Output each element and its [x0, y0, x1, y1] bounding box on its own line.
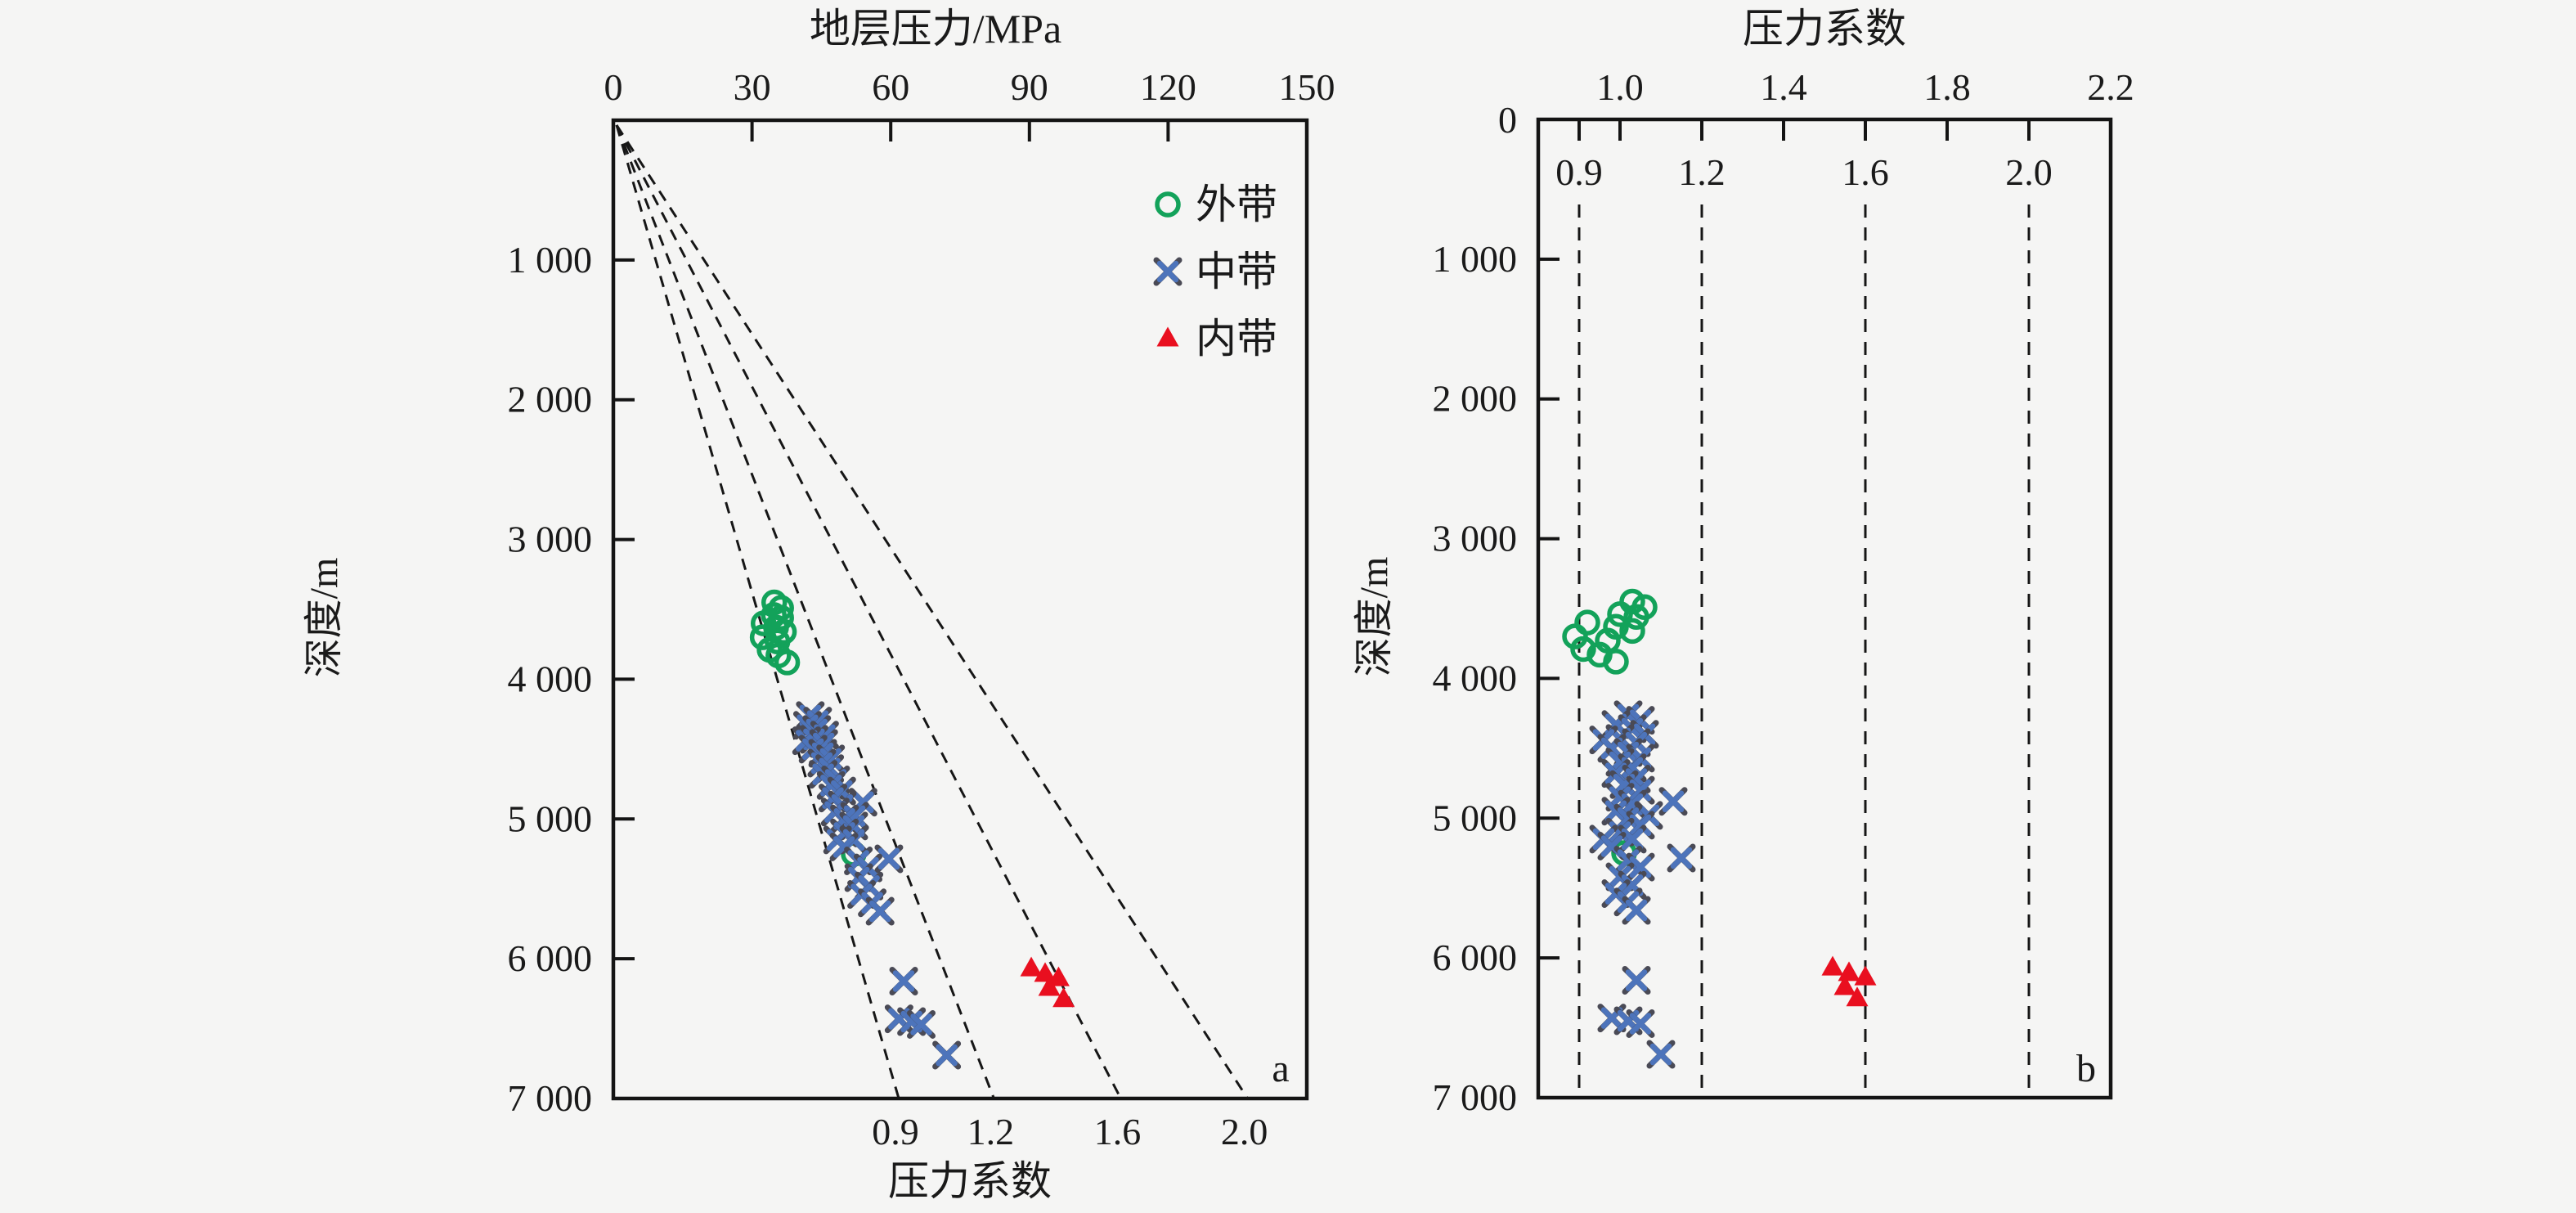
top-tick-label: 1.4 — [1760, 66, 1807, 108]
middle-belt-point — [868, 900, 891, 923]
outer-belt-point — [1603, 649, 1629, 675]
middle-belt-point — [1625, 899, 1648, 922]
top-tick-label: 120 — [1140, 66, 1196, 108]
middle-belt-point — [1625, 969, 1648, 991]
y-tick-label: 1 000 — [508, 239, 593, 281]
panel-a-series-inner — [1020, 956, 1075, 1008]
outer-belt-point — [1607, 601, 1633, 627]
panel-b: 压力系数 1.0 1.4 1.8 2.2 0.9 1.2 1.6 2.0 0 1 000 2 000 3… — [1353, 6, 2134, 1118]
top-tick-label: 30 — [734, 66, 771, 108]
middle-belt-point — [1604, 800, 1627, 822]
coefficient-guide-line — [615, 124, 1122, 1099]
inner-belt-point — [1156, 326, 1179, 347]
panel-a-top-axis-title: 地层压力/MPa — [810, 6, 1061, 52]
inner-vline-label: 1.2 — [1678, 151, 1726, 193]
coefficient-guide-line — [615, 124, 900, 1099]
coefficient-guide-label: 1.6 — [1094, 1111, 1142, 1152]
middle-belt-point — [1629, 814, 1652, 837]
inner-belt-point — [1038, 976, 1061, 996]
middle-belt-point — [910, 1013, 932, 1036]
panel-b-y-axis-title: 深度/m — [1353, 557, 1396, 677]
y-tick-label: 1 000 — [1433, 238, 1518, 280]
outer-belt-point — [1570, 636, 1596, 663]
inner-belt-point — [1020, 956, 1043, 977]
top-tick-label: 60 — [872, 66, 909, 108]
coefficient-guide-label: 1.2 — [967, 1111, 1015, 1152]
y-tick-label: 3 000 — [508, 519, 593, 560]
coefficient-guide-line — [615, 124, 1249, 1099]
inner-vline-label: 0.9 — [1555, 151, 1603, 193]
panel-a-frame — [611, 118, 1309, 1101]
middle-belt-point — [892, 970, 915, 992]
panel-a-series-middle — [792, 701, 962, 1070]
panel-a-bottom-axis-title: 压力系数 — [888, 1158, 1052, 1204]
panel-b-series-middle — [1589, 700, 1696, 1069]
inner-vline-label: 2.0 — [2005, 151, 2053, 193]
inner-belt-point — [1034, 962, 1057, 982]
legend-label: 中带 — [1196, 249, 1277, 294]
panel-a-series-outer — [749, 589, 867, 867]
outer-belt-point — [1155, 191, 1181, 218]
y-tick-label: 2 000 — [508, 379, 593, 420]
inner-belt-point — [1821, 955, 1844, 976]
y-zero-label: 0 — [1498, 99, 1517, 141]
coefficient-guide-line — [615, 124, 995, 1099]
inner-vline-label: 1.6 — [1842, 151, 1889, 193]
coefficient-guide-label: 2.0 — [1221, 1111, 1268, 1152]
panel-a: 地层压力/MPa 0 30 60 90 120 150 1 000 2 000 3 000 4 00… — [303, 6, 1335, 1204]
coefficient-guide-label: 0.9 — [872, 1111, 919, 1152]
panel-b-series-inner — [1821, 955, 1877, 1007]
y-tick-label: 5 000 — [508, 797, 593, 839]
middle-belt-point — [1629, 779, 1652, 802]
y-tick-label: 5 000 — [1433, 797, 1518, 838]
top-tick-label: 150 — [1279, 66, 1335, 108]
inner-belt-point — [1833, 975, 1856, 995]
panel-b-top-axis-title: 压力系数 — [1743, 6, 1906, 52]
legend-label: 内带 — [1196, 316, 1277, 362]
top-tick-label: 1.0 — [1596, 66, 1644, 108]
outer-belt-point — [774, 649, 801, 676]
y-tick-label: 6 000 — [508, 937, 593, 979]
middle-belt-point — [1617, 807, 1640, 829]
y-tick-label: 4 000 — [508, 658, 593, 699]
middle-belt-point — [1156, 260, 1179, 283]
middle-belt-point — [1670, 847, 1693, 869]
y-tick-label: 7 000 — [508, 1077, 593, 1119]
panel-b-frame — [1536, 117, 2113, 1100]
y-tick-label: 4 000 — [1433, 657, 1518, 699]
legend-label: 外带 — [1196, 182, 1277, 227]
top-tick-label: 1.8 — [1923, 66, 1971, 108]
middle-belt-point — [1621, 828, 1644, 851]
y-tick-label: 2 000 — [1433, 378, 1518, 420]
inner-belt-point — [1854, 965, 1877, 986]
outer-belt-point — [1619, 618, 1645, 645]
y-tick-label: 7 000 — [1433, 1076, 1518, 1118]
panel-b-letter: b — [2076, 1047, 2096, 1090]
y-tick-label: 6 000 — [1433, 937, 1518, 978]
top-tick-label: 2.2 — [2087, 66, 2134, 108]
inner-belt-point — [1047, 966, 1070, 986]
middle-belt-point — [877, 847, 900, 870]
top-tick-label: 0 — [604, 66, 623, 108]
middle-belt-point — [1629, 1013, 1652, 1035]
middle-belt-point — [1662, 790, 1685, 813]
inner-belt-point — [1052, 987, 1075, 1008]
outer-belt-point — [1623, 604, 1649, 631]
middle-belt-point — [936, 1044, 958, 1067]
inner-belt-point — [1846, 986, 1869, 1007]
outer-belt-point — [749, 624, 776, 650]
panel-a-letter: a — [1272, 1047, 1289, 1090]
panel-a-y-axis-title: 深度/m — [303, 558, 346, 678]
y-tick-label: 3 000 — [1433, 518, 1518, 559]
top-tick-label: 90 — [1011, 66, 1048, 108]
middle-belt-point — [1649, 1043, 1672, 1066]
inner-belt-point — [1838, 961, 1860, 982]
